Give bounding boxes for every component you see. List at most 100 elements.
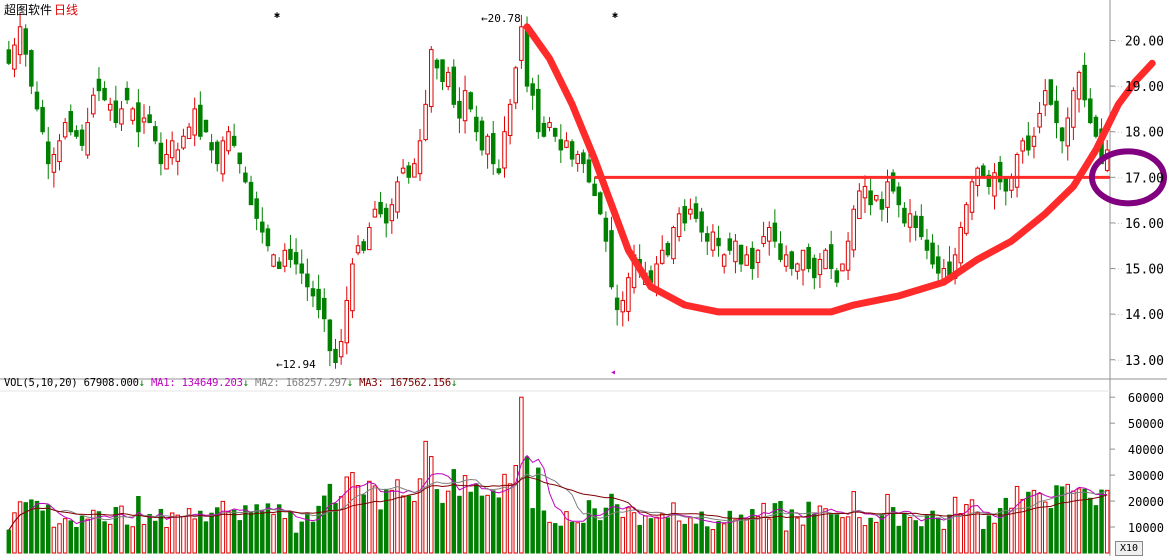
volume-bar-down [890,507,896,554]
candle-down [468,92,473,110]
candle-down [333,348,338,363]
volume-bar-down [434,489,440,554]
volume-unit-button[interactable]: X10 [1115,541,1143,556]
candle-up [823,249,828,270]
volume-bar-down [378,509,383,554]
volume-bar-down [868,517,873,554]
candle-up [564,140,569,148]
volume-bar-up [192,518,197,554]
volume-tick-label: 10000 [1128,521,1164,535]
candle-down [789,251,795,270]
vol-arrow: ↓ [138,377,145,389]
volume-bar-up [823,508,828,554]
volume-bar-down [750,509,755,554]
volume-tick-label: 60000 [1128,391,1164,405]
volume-bar-down [451,469,457,554]
candle-down [316,288,321,311]
candle-up [1020,140,1025,152]
candle-up [51,154,57,173]
candle-down [124,87,130,101]
volume-bar-up [513,465,519,554]
candle-down [930,242,935,265]
candle-down [609,230,614,288]
volume-bar-up [620,516,626,554]
volume-bar-down [1088,497,1093,554]
volume-bar-up [885,493,890,554]
candle-down [986,174,992,187]
volume-bar-up [783,530,789,554]
volume-bar-up [507,483,513,554]
volume-bar-down [299,521,304,554]
ma1-arrow: ↓ [242,377,249,389]
candle-down [1082,64,1087,101]
candle-down [879,199,885,210]
star-marker-1: ✱ [274,10,281,21]
volume-bar-up [107,523,113,554]
candle-down [254,198,259,219]
candle-down [293,252,299,265]
candle-up [744,254,749,266]
candle-up [17,26,23,56]
volume-tick-label: 50000 [1128,417,1164,431]
candle-down [102,87,107,101]
candle-down [896,186,902,206]
volume-bar-up [282,518,288,554]
volume-bar-down [158,508,164,554]
candle-up [85,122,90,156]
scroll-marker[interactable]: ◂ [610,367,617,378]
price-tick-label: 15.00 [1125,263,1164,278]
candle-down [750,247,755,270]
candle-up [271,254,276,267]
ma1-value: 134649.203 [181,377,243,389]
volume-bar-up [186,508,192,554]
candle-down [682,206,687,224]
volume-bar-up [643,515,648,554]
min-price-value: 12.94 [282,358,316,371]
volume-bar-down [536,467,541,554]
candle-down [147,114,152,124]
volume-bar-down [947,514,952,554]
price-tick-label: 17.00 [1125,171,1164,186]
volume-bar-down [530,508,535,554]
max-price-arrow: ← [481,12,488,25]
candle-up [389,204,395,222]
volume-bar-down [113,507,119,554]
volume-bar-up [350,472,355,554]
volume-bar-up [164,526,169,554]
candle-down [778,243,783,260]
candle-down [203,119,209,133]
candle-up [626,277,631,312]
candle-up [885,181,890,208]
volume-bar-up [130,526,135,554]
candle-up [659,249,665,264]
candle-up [119,108,124,125]
volume-bar-up [12,512,17,554]
volume-bar-up [761,502,766,554]
max-price-value: 20.78 [487,12,521,25]
candle-up [1065,117,1071,147]
volume-bar-up [1065,483,1071,554]
volume-bar-down [772,503,778,554]
candle-down [299,263,304,274]
candle-down [913,215,918,228]
volume-bar-down [457,495,462,554]
volume-bar-down [153,520,158,554]
candle-down [1088,98,1093,124]
candle-up [964,204,969,234]
volume-bar-down [45,504,51,554]
candle-down [868,190,873,206]
candle-down [981,165,986,178]
volume-bar-down [209,512,214,554]
candle-up [12,44,17,70]
candle-up [395,181,400,213]
volume-bar-up [907,516,913,554]
volume-bar-up [1020,498,1025,554]
volume-bar-down [40,510,45,554]
volume-bar-down [699,511,704,554]
volume-bar-up [502,473,507,554]
candle-down [603,217,609,242]
price-tick-label: 14.00 [1125,308,1164,323]
candle-up [907,213,913,228]
volume-bar-up [57,523,62,554]
candle-down [378,201,383,215]
